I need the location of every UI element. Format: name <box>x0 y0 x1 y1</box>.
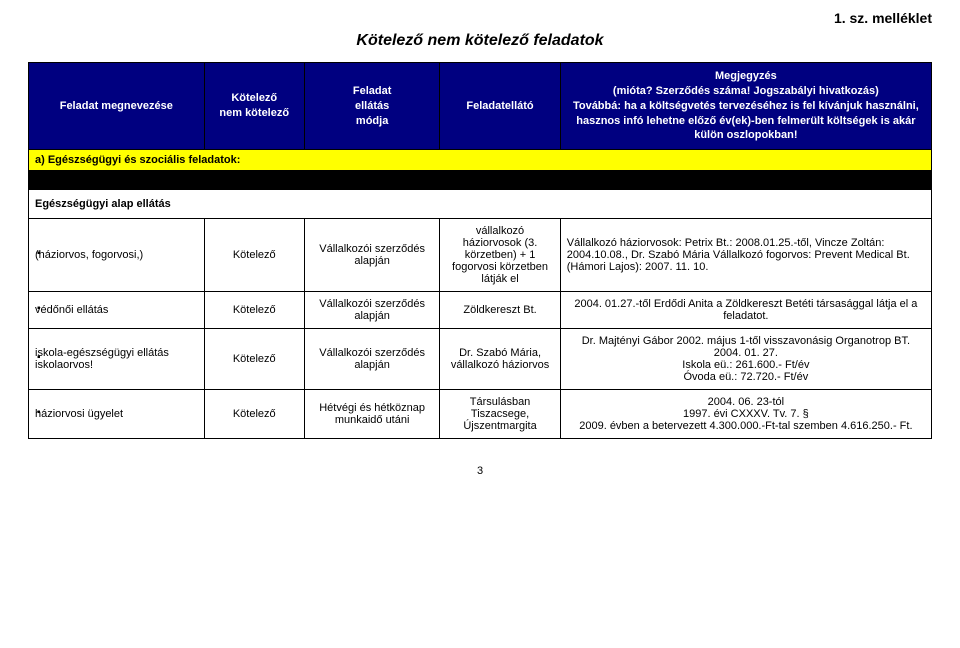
document-page: 1. sz. melléklet Kötelező nem kötelező f… <box>0 0 960 501</box>
cell-name: háziorvosi ügyelet <box>29 390 205 439</box>
cell-meg: Vállalkozó háziorvosok: Petrix Bt.: 2008… <box>560 219 931 292</box>
table-row: (háziorvos, fogorvosi,) Kötelező Vállalk… <box>29 219 932 292</box>
cell-ellato: Dr. Szabó Mária, vállalkozó háziorvos <box>440 329 560 390</box>
cell-kot: Kötelező <box>204 292 304 329</box>
cell-kot: Kötelező <box>204 329 304 390</box>
col-header-mod: Feladat ellátás módja <box>304 63 439 150</box>
table-header-row: Feladat megnevezése Kötelező nem kötelez… <box>29 63 932 150</box>
divider-cell <box>29 171 932 190</box>
table-row: háziorvosi ügyelet Kötelező Hétvégi és h… <box>29 390 932 439</box>
cell-kot: Kötelező <box>204 390 304 439</box>
notes-line1: (mióta? Szerződés száma! Jogszabályi hiv… <box>567 84 925 99</box>
attachment-label: 1. sz. melléklet <box>28 10 932 26</box>
col-header-name: Feladat megnevezése <box>29 63 205 150</box>
col-header-kotelezo: Kötelező nem kötelező <box>204 63 304 150</box>
cell-name: védőnői ellátás <box>29 292 205 329</box>
col-header-ellato: Feladatellátó <box>440 63 560 150</box>
table-row: iskola-egészségügyi ellátás iskolaorvos!… <box>29 329 932 390</box>
section-row: a) Egészségügyi és szociális feladatok: <box>29 150 932 171</box>
cell-mod: Vállalkozói szerződés alapján <box>304 292 439 329</box>
cell-mod: Vállalkozói szerződés alapján <box>304 329 439 390</box>
table-row: védőnői ellátás Kötelező Vállalkozói sze… <box>29 292 932 329</box>
cell-meg: 2004. 06. 23-tól 1997. évi CXXXV. Tv. 7.… <box>560 390 931 439</box>
notes-title: Megjegyzés <box>567 69 925 84</box>
cell-mod: Hétvégi és hétköznap munkaidő utáni <box>304 390 439 439</box>
col-header-notes: Megjegyzés (mióta? Szerződés száma! Jogs… <box>560 63 931 150</box>
cell-ellato: vállalkozó háziorvosok (3. körzetben) + … <box>440 219 560 292</box>
cell-name: iskola-egészségügyi ellátás iskolaorvos! <box>29 329 205 390</box>
cell-mod: Vállalkozói szerződés alapján <box>304 219 439 292</box>
cell-ellato: Zöldkereszt Bt. <box>440 292 560 329</box>
page-title: Kötelező nem kötelező feladatok <box>28 32 932 50</box>
page-number: 3 <box>28 465 932 477</box>
cell-name: (háziorvos, fogorvosi,) <box>29 219 205 292</box>
cell-meg: 2004. 01.27.-től Erdődi Anita a Zöldkere… <box>560 292 931 329</box>
subheading-label: Egészségügyi alap ellátás <box>29 190 932 219</box>
cell-kot: Kötelező <box>204 219 304 292</box>
subheading-row: Egészségügyi alap ellátás <box>29 190 932 219</box>
cell-ellato: Társulásban Tiszacsege, Újszentmargita <box>440 390 560 439</box>
tasks-table: Feladat megnevezése Kötelező nem kötelez… <box>28 62 932 439</box>
notes-line2: Továbbá: ha a költségvetés tervezéséhez … <box>567 99 925 144</box>
cell-meg: Dr. Majtényi Gábor 2002. május 1-től vis… <box>560 329 931 390</box>
section-label: a) Egészségügyi és szociális feladatok: <box>29 150 932 171</box>
divider-row <box>29 171 932 190</box>
